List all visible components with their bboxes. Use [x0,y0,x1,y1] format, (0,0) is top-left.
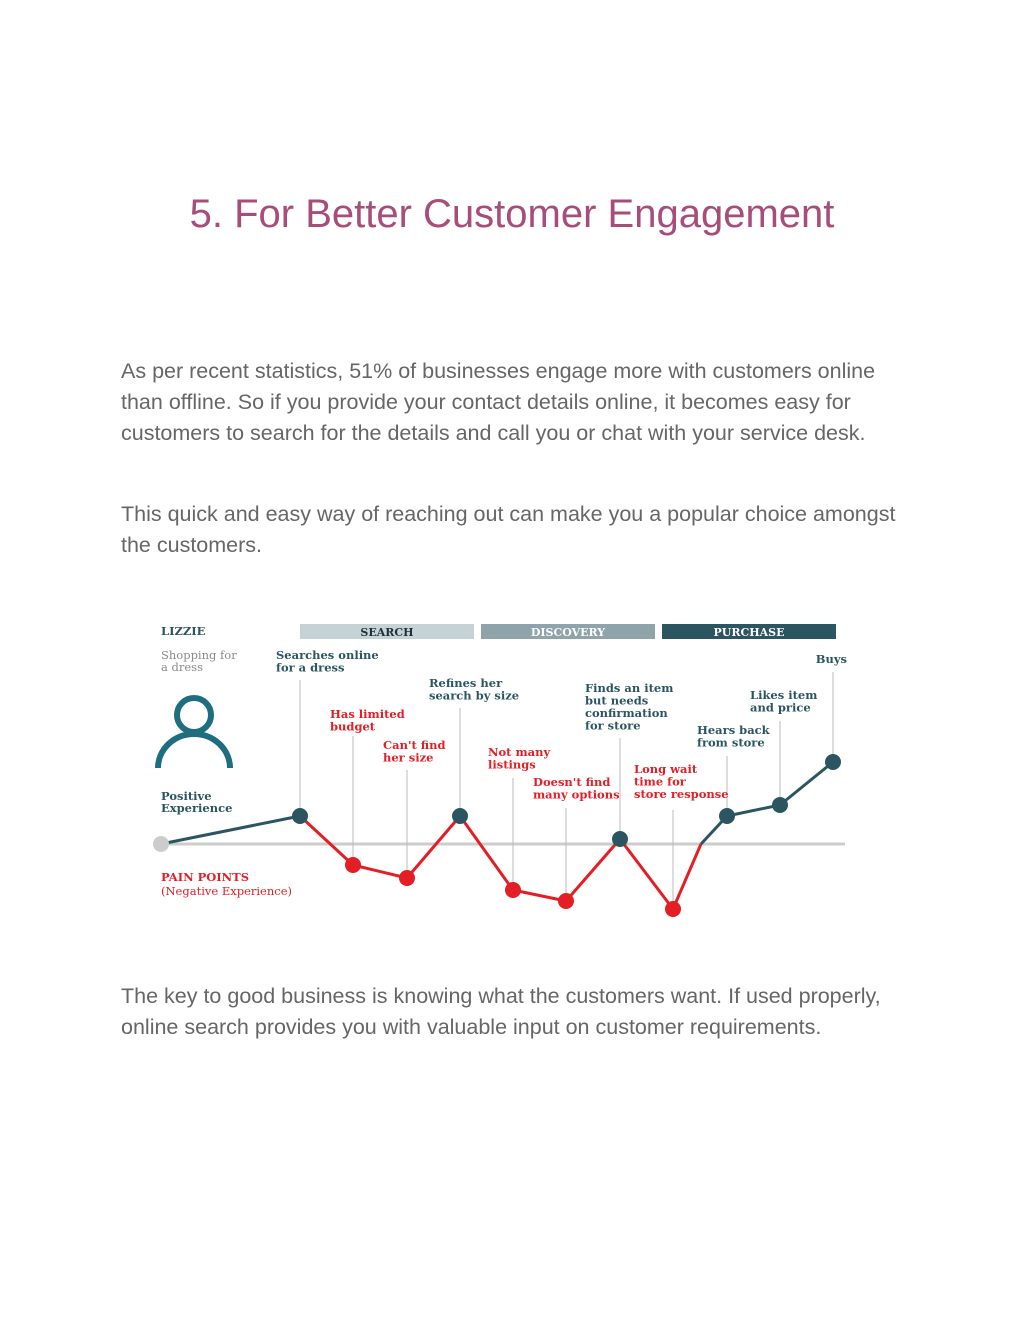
journey-point-negative [505,882,521,898]
journey-start-point [153,836,169,852]
customer-journey-diagram: SEARCH DISCOVERY PURCHASE LIZZIE Shopping … [153,624,847,917]
journey-point-negative [399,870,415,886]
persona-name: LIZZIE [161,624,206,638]
phase-label-purchase: PURCHASE [713,626,784,639]
phase-label-discovery: DISCOVERY [531,626,605,639]
journey-segment [160,814,301,846]
paragraph-quick-way: This quick and easy way of reaching out … [121,502,896,557]
page-title: 5. For Better Customer Engagement [189,192,835,236]
journey-segment [458,815,515,891]
phase-bar-search [300,624,474,639]
phase-bar-discovery [481,624,655,639]
step-label: Can't find her size [383,738,446,765]
pain-label-line1: PAIN POINTS [161,870,249,884]
step-label: Refines her search by size [429,676,519,703]
connector-lines [299,672,834,909]
step-label: Likes item and price [750,688,817,715]
step-labels: Searches online for a dress Has limited bud… [276,648,847,802]
journey-segment [352,863,408,880]
paragraph-statistics: As per recent statistics, 51% of busines… [121,359,876,445]
step-label: Has limited budget [330,707,405,734]
journey-segment [671,843,703,910]
positive-label-line2: Experience [161,801,232,815]
journey-segment [726,803,781,818]
pain-label-line2: (Negative Experience) [161,884,292,898]
journey-point-positive [825,754,841,770]
phase-label-search: SEARCH [360,626,413,639]
phase-bars: SEARCH DISCOVERY PURCHASE [300,624,836,639]
phase-bar-purchase [662,624,836,639]
person-icon [155,695,233,769]
journey-point-positive [292,808,308,824]
journey-segment [618,838,675,910]
persona-desc-line1: Shopping for [161,648,237,662]
persona-desc-line2: a dress [161,660,203,674]
step-label: Buys [816,652,847,666]
journey-point-positive [612,831,628,847]
journey-point-negative [665,901,681,917]
step-label: Hears back from store [697,723,771,750]
journey-point-negative [558,893,574,909]
journey-segment [298,814,355,867]
step-label: Searches online for a dress [276,648,379,675]
journey-segment [405,815,462,879]
journey-segment [779,760,834,807]
paragraph-key-to-business: The key to good business is knowing what… [121,984,881,1039]
step-label: Finds an item but needs confirmation for st… [585,681,673,733]
journey-segment [564,838,622,902]
journey-point-positive [452,808,468,824]
positive-label-line1: Positive [161,789,212,803]
journey-point-positive [772,797,788,813]
step-label: Doesn't find many options [533,775,620,802]
journey-points [153,754,841,917]
journey-segment [512,888,567,903]
journey-point-positive [719,808,735,824]
journey-point-negative [345,857,361,873]
step-label: Long wait time for store response [634,762,729,801]
step-label: Not many listings [488,745,550,772]
